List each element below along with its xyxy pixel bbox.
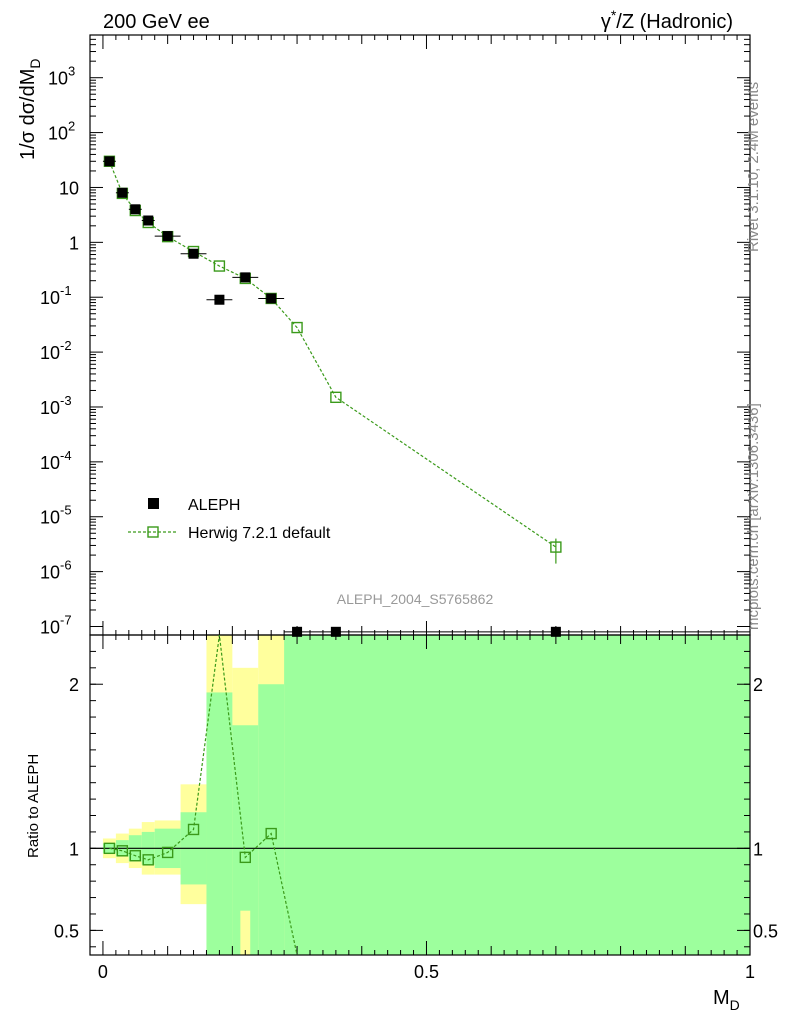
y-axis-label-main: 1/σ dσ/dMD	[17, 58, 43, 160]
ratio-y-tick-label-right: 1	[753, 839, 763, 859]
data-point	[550, 626, 561, 637]
x-axis-label-sub: D	[730, 997, 740, 1013]
y-tick-label: 10-1	[40, 283, 72, 308]
x-tick-label: 0	[98, 962, 108, 982]
x-axis-label-text: M	[713, 987, 730, 1009]
ratio-band-inner	[310, 635, 750, 955]
ratio-band-inner	[206, 692, 233, 955]
mcplots-info: mcplots.cern.ch [arXiv:1306.3436]	[745, 403, 762, 630]
legend-mc-label: Herwig 7.2.1 default	[188, 525, 331, 542]
mc-point	[213, 260, 226, 272]
rivet-info: Rivet 3.1.10, 2.4M events	[745, 81, 762, 252]
y-axis-label-ratio: Ratio to ALEPH	[25, 754, 42, 858]
mc-point	[291, 321, 303, 334]
axes: 10-7 10-6 10-5 10-4 10-3 10-2 10-1 1 10 102 103 0 0.…	[40, 34, 778, 982]
mc-line	[108, 161, 557, 548]
header-right-rest: /Z (Hadronic)	[616, 11, 733, 33]
ratio-mc-line	[109, 634, 298, 956]
x-axis-label: MD	[713, 987, 740, 1013]
ratio-mc-point	[116, 845, 129, 857]
ratio-y-tick-label: 2	[69, 675, 79, 695]
y-tick-label: 10-5	[40, 503, 72, 528]
ratio-mc-point	[142, 854, 154, 866]
ratio-band-outer	[240, 910, 251, 955]
ratio-band-inner	[284, 635, 310, 955]
header-right-gamma: γ	[601, 11, 611, 33]
ratio-y-tick-label-right: 2	[753, 675, 763, 695]
chart-marks	[90, 155, 750, 956]
data-point	[330, 626, 341, 637]
y-tick-label: 102	[48, 119, 75, 144]
ratio-mc-point	[129, 850, 141, 862]
data-point	[117, 187, 128, 198]
y-tick-label: 10-2	[40, 338, 72, 363]
ratio-mc-point	[239, 851, 251, 864]
data-point	[130, 204, 141, 215]
header-left: 200 GeV ee	[103, 11, 210, 33]
y-tick-label: 103	[48, 64, 75, 89]
ratio-mc-point	[103, 842, 116, 855]
ratio-mc-point	[265, 827, 277, 840]
ratio-mc-point	[187, 823, 200, 836]
mc-point	[330, 391, 342, 404]
data-point	[214, 294, 225, 305]
x-tick-label: 1	[745, 962, 755, 982]
ratio-y-tick-label: 1	[69, 839, 79, 859]
y-tick-label: 10-6	[40, 558, 72, 583]
x-tick-label: 0.5	[414, 962, 439, 982]
main-frame	[89, 34, 751, 636]
y-tick-label: 10-4	[40, 448, 72, 473]
legend-data-marker	[148, 498, 159, 509]
y-tick-label: 1	[69, 233, 79, 253]
data-point	[188, 248, 199, 259]
header-right-star: *	[611, 7, 617, 23]
data-point	[104, 156, 115, 167]
ratio-uncertainty-bands	[102, 635, 750, 955]
data-point	[162, 231, 173, 242]
legend: ALEPH Herwig 7.2.1 default	[128, 497, 331, 542]
y-tick-label: 10-3	[40, 393, 72, 418]
y-axis-label-main-sub: D	[27, 58, 43, 68]
legend-data-label: ALEPH	[188, 497, 240, 514]
legend-mc-marker	[147, 526, 159, 538]
y-tick-label: 10	[59, 178, 79, 198]
y-axis-label-main-text: 1/σ dσ/dM	[17, 69, 39, 160]
y-tick-label: 10-7	[40, 612, 72, 637]
data-point	[143, 215, 154, 226]
header-right: γ*/Z (Hadronic)	[601, 7, 733, 33]
data-point	[266, 293, 277, 304]
watermark: ALEPH_2004_S5765862	[337, 591, 494, 607]
ratio-band-inner	[258, 684, 285, 955]
ratio-frame	[89, 634, 751, 956]
mc-point	[550, 541, 562, 553]
data-point	[240, 272, 251, 283]
ratio-mc-point	[161, 846, 174, 859]
data-point	[292, 626, 303, 637]
ratio-y-tick-label-right: 0.5	[753, 921, 778, 941]
ratio-y-tick-label: 0.5	[54, 921, 79, 941]
